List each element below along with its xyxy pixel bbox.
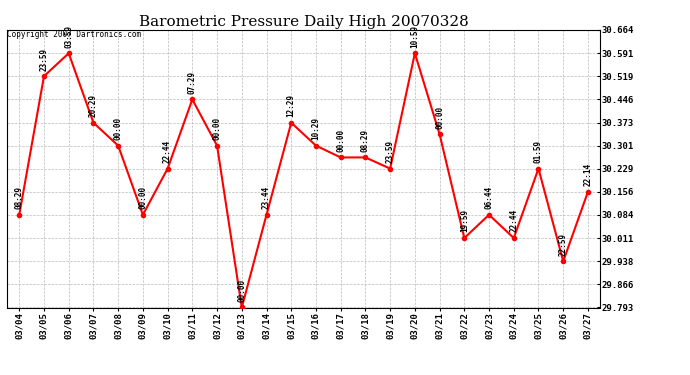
Text: 23:59: 23:59 bbox=[39, 48, 48, 70]
Text: 10:29: 10:29 bbox=[311, 117, 320, 140]
Text: 12:29: 12:29 bbox=[287, 94, 296, 117]
Text: 01:59: 01:59 bbox=[534, 140, 543, 163]
Text: 00:00: 00:00 bbox=[336, 129, 345, 152]
Text: 23:44: 23:44 bbox=[262, 186, 271, 209]
Text: Copyright 2007 Dartronics.com: Copyright 2007 Dartronics.com bbox=[7, 30, 141, 39]
Text: 00:00: 00:00 bbox=[237, 279, 246, 302]
Text: 00:00: 00:00 bbox=[139, 186, 148, 209]
Text: 00:00: 00:00 bbox=[435, 105, 444, 129]
Text: 10:59: 10:59 bbox=[411, 25, 420, 48]
Text: 00:00: 00:00 bbox=[213, 117, 221, 140]
Title: Barometric Pressure Daily High 20070328: Barometric Pressure Daily High 20070328 bbox=[139, 15, 469, 29]
Text: 00:00: 00:00 bbox=[114, 117, 123, 140]
Text: 08:29: 08:29 bbox=[14, 186, 23, 209]
Text: 07:29: 07:29 bbox=[188, 71, 197, 94]
Text: 06:44: 06:44 bbox=[484, 186, 493, 209]
Text: 23:59: 23:59 bbox=[386, 140, 395, 163]
Text: 20:29: 20:29 bbox=[89, 94, 98, 117]
Text: 22:59: 22:59 bbox=[559, 232, 568, 256]
Text: 22:14: 22:14 bbox=[584, 163, 593, 186]
Text: 08:29: 08:29 bbox=[361, 129, 370, 152]
Text: 03:59: 03:59 bbox=[64, 25, 73, 48]
Text: 22:44: 22:44 bbox=[509, 209, 518, 232]
Text: 19:59: 19:59 bbox=[460, 209, 469, 232]
Text: 22:44: 22:44 bbox=[163, 140, 172, 163]
